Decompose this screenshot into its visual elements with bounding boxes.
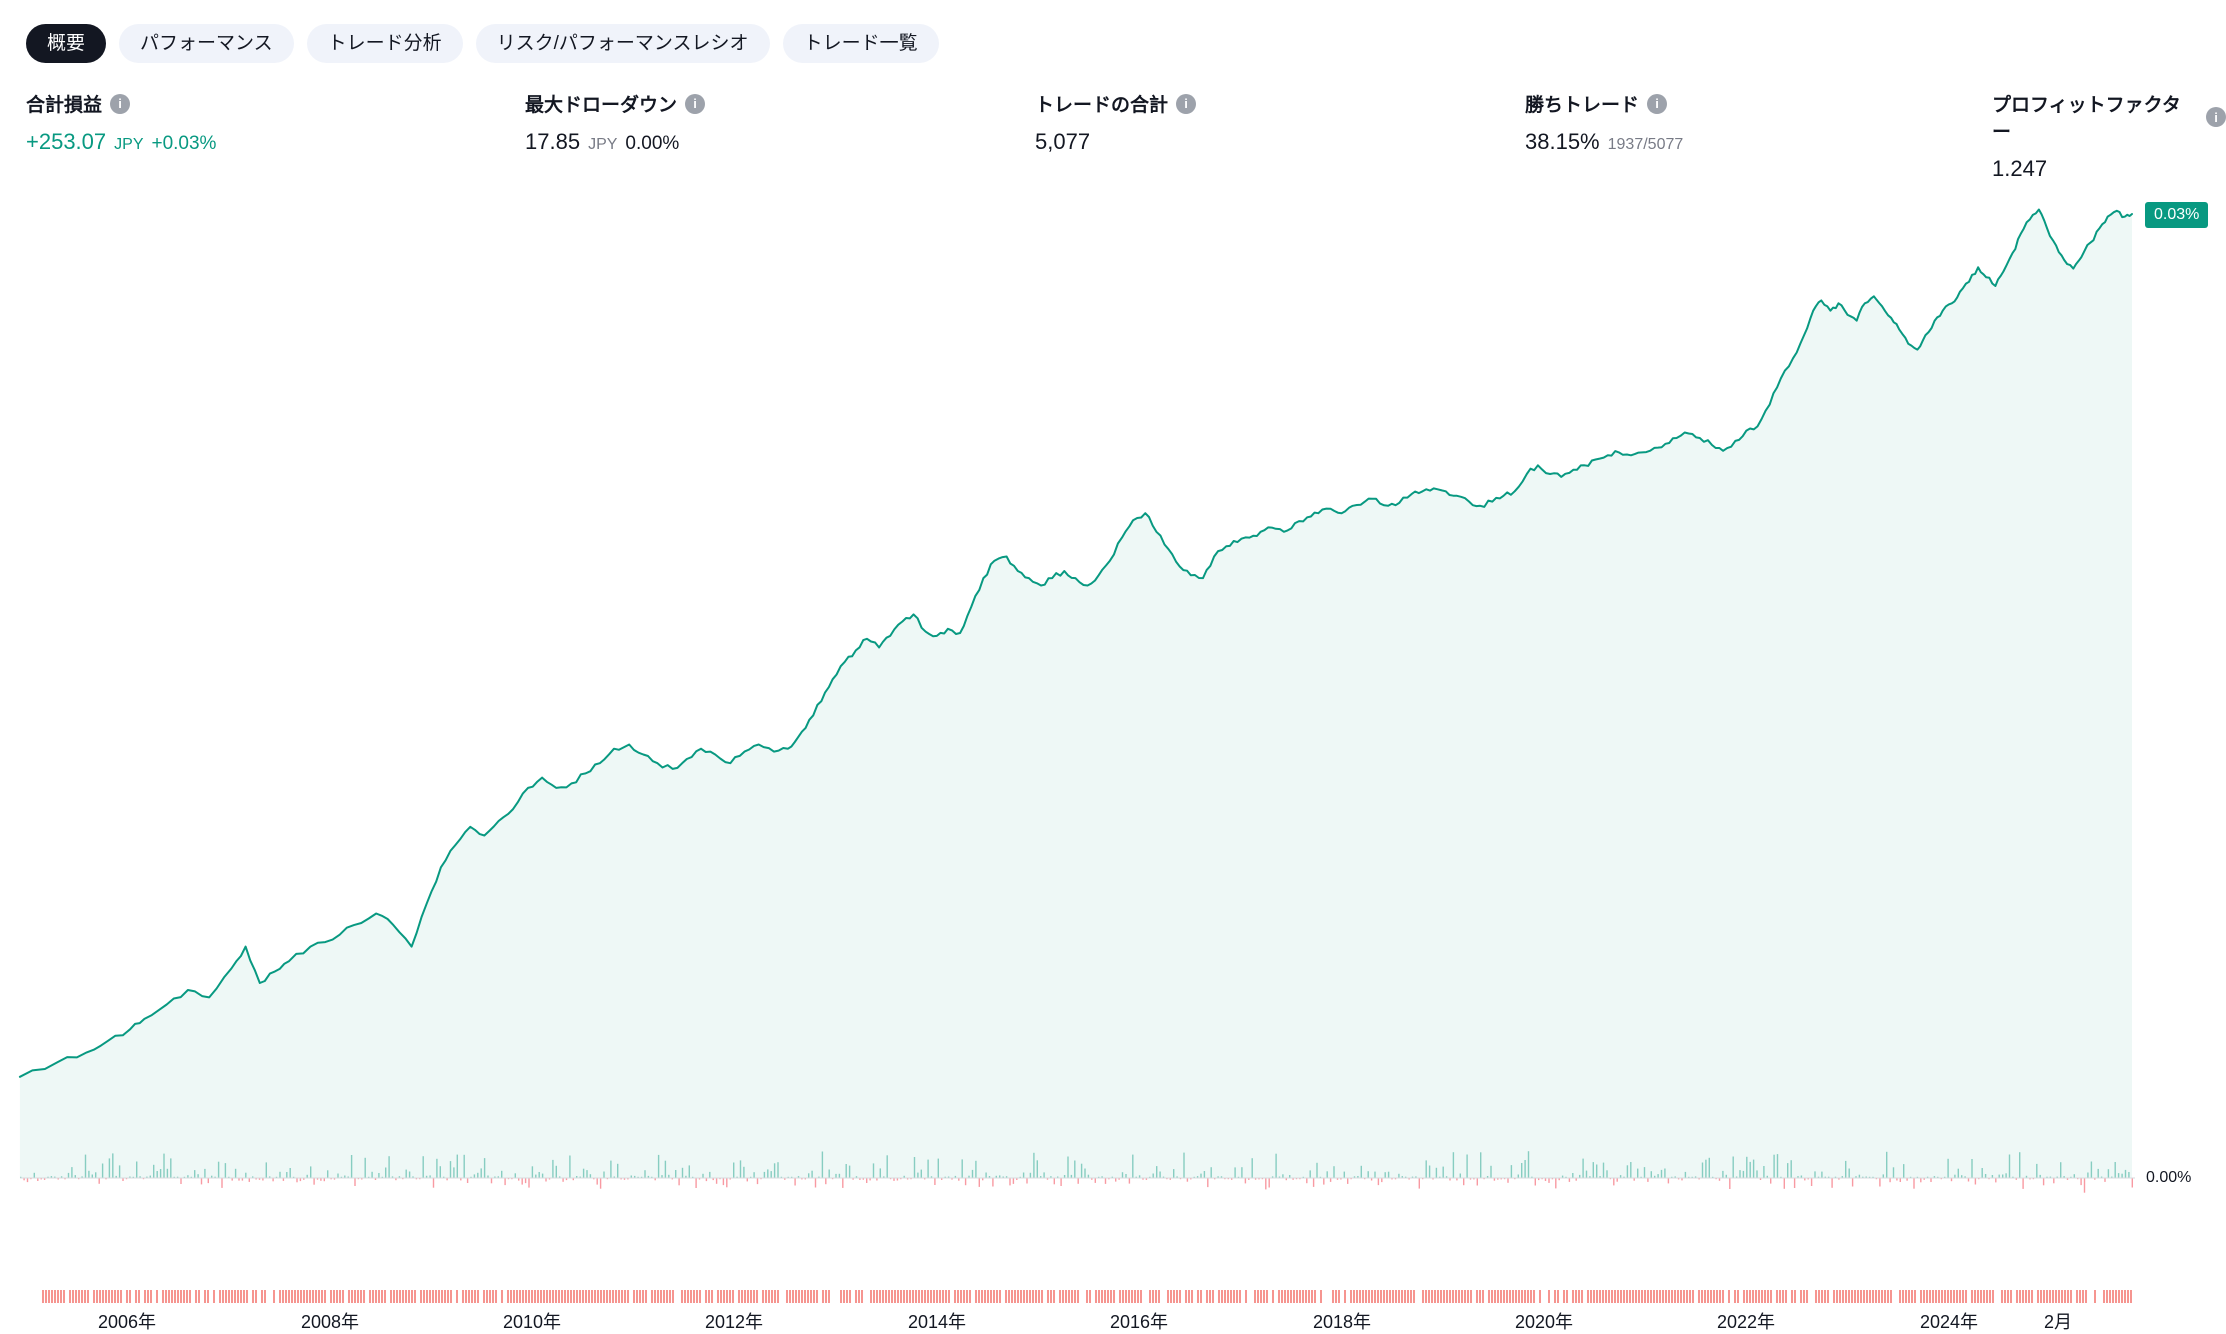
stat-title-text: 勝ちトレード bbox=[1525, 95, 1640, 116]
stat-value-main: 1.247 bbox=[1992, 156, 2048, 181]
stat-max-drawdown-title: 最大ドローダウン i bbox=[525, 90, 706, 117]
x-axis-label: 2006年 bbox=[97, 1312, 157, 1332]
stat-title-text: トレードの合計 bbox=[1035, 95, 1169, 116]
zero-percent-label: 0.00% bbox=[2146, 1169, 2192, 1186]
tab-performance[interactable]: パフォーマンス bbox=[119, 24, 294, 63]
info-icon[interactable]: i bbox=[685, 93, 706, 114]
stat-value-extra: 1937/5077 bbox=[1607, 136, 1684, 153]
stat-title-text: 合計損益 bbox=[26, 95, 103, 116]
tab-risk-performance-ratios[interactable]: リスク/パフォーマンスレシオ bbox=[475, 24, 770, 63]
stat-value-currency: JPY bbox=[114, 136, 144, 153]
x-axis-label: 2016年 bbox=[1109, 1312, 1169, 1332]
stat-value-main: 17.85 bbox=[525, 129, 581, 154]
x-axis-label: 2014年 bbox=[907, 1312, 967, 1332]
x-axis-label: 2012年 bbox=[704, 1312, 764, 1332]
stat-value-main: 38.15% bbox=[1525, 129, 1600, 154]
trade-marker-strip bbox=[42, 1290, 2132, 1303]
equity-area bbox=[19, 209, 2133, 1178]
stat-winning-trades: 勝ちトレード i 38.15% 1937/5077 bbox=[1525, 90, 1683, 155]
info-icon[interactable]: i bbox=[2206, 107, 2226, 127]
stat-total-trades-value: 5,077 bbox=[1035, 129, 1196, 155]
tab-trade-analysis[interactable]: トレード分析 bbox=[306, 24, 463, 63]
stat-net-profit-title: 合計損益 i bbox=[26, 90, 216, 117]
info-icon[interactable]: i bbox=[1176, 93, 1197, 114]
stat-value-extra: +0.03% bbox=[151, 133, 217, 154]
stat-profit-factor: プロフィットファクター i 1.247 bbox=[1992, 90, 2226, 182]
stat-net-profit-value: +253.07 JPY +0.03% bbox=[26, 129, 216, 155]
stat-winning-trades-title: 勝ちトレード i bbox=[1525, 90, 1683, 117]
stat-total-trades: トレードの合計 i 5,077 bbox=[1035, 90, 1197, 155]
x-axis-label: 2月 bbox=[2043, 1312, 2073, 1332]
stat-max-drawdown: 最大ドローダウン i 17.85 JPY 0.00% bbox=[525, 90, 706, 155]
x-axis-label: 2008年 bbox=[300, 1312, 360, 1332]
stat-max-drawdown-value: 17.85 JPY 0.00% bbox=[525, 129, 705, 155]
x-axis-label: 2022年 bbox=[1716, 1312, 1776, 1332]
pnl-histogram bbox=[20, 1151, 2133, 1193]
stat-net-profit: 合計損益 i +253.07 JPY +0.03% bbox=[26, 90, 216, 155]
stat-value-extra: 0.00% bbox=[625, 133, 680, 154]
x-axis-label: 2024年 bbox=[1919, 1312, 1979, 1332]
current-value-badge: 0.03% bbox=[2145, 202, 2209, 228]
stat-profit-factor-value: 1.247 bbox=[1992, 156, 2226, 182]
stat-value-currency: JPY bbox=[588, 136, 618, 153]
stat-title-text: プロフィットファクター bbox=[1992, 95, 2181, 143]
stat-winning-trades-value: 38.15% 1937/5077 bbox=[1525, 129, 1683, 155]
info-icon[interactable]: i bbox=[110, 93, 131, 114]
x-axis-label: 2010年 bbox=[502, 1312, 562, 1332]
stat-value-main: +253.07 bbox=[26, 129, 107, 154]
summary-stats: 合計損益 i +253.07 JPY +0.03% 最大ドローダウン i 17.… bbox=[0, 90, 2226, 181]
info-icon[interactable]: i bbox=[1647, 93, 1668, 114]
stat-value-main: 5,077 bbox=[1035, 129, 1091, 154]
stat-profit-factor-title: プロフィットファクター i bbox=[1992, 90, 2226, 144]
x-axis-label: 2018年 bbox=[1312, 1312, 1372, 1332]
stat-title-text: 最大ドローダウン bbox=[525, 95, 678, 116]
x-axis-label: 2020年 bbox=[1514, 1312, 1574, 1332]
equity-line bbox=[18, 208, 2133, 1078]
tab-trade-list[interactable]: トレード一覧 bbox=[782, 24, 939, 63]
results-tabs: 概要 パフォーマンス トレード分析 リスク/パフォーマンスレシオ トレード一覧 bbox=[26, 24, 939, 63]
stat-total-trades-title: トレードの合計 i bbox=[1035, 90, 1197, 117]
tab-overview[interactable]: 概要 bbox=[26, 24, 107, 63]
